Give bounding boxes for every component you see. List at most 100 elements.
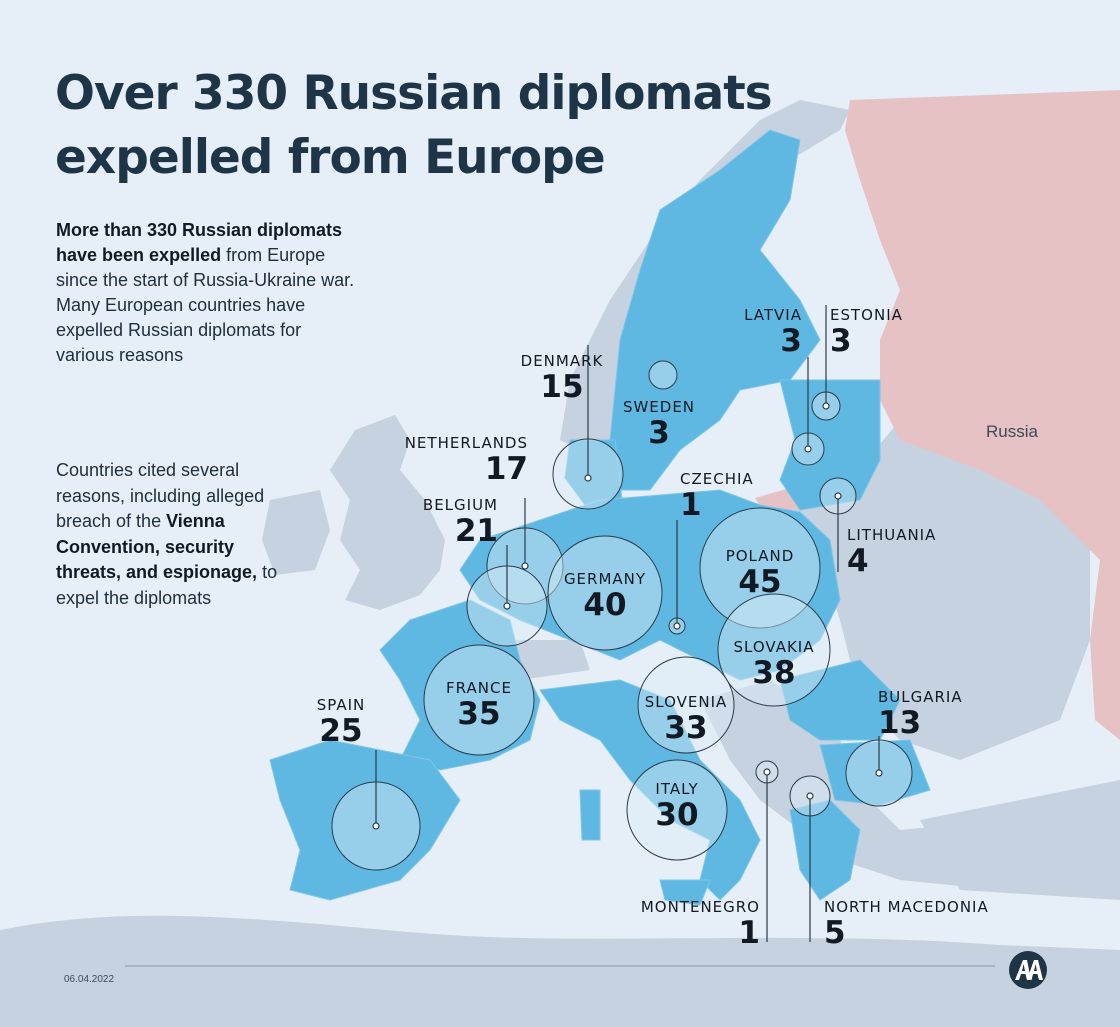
country-name: MONTENEGRO <box>640 898 760 916</box>
italy-land <box>539 679 761 901</box>
sardinia-land <box>579 789 601 841</box>
bulgaria-marker-dot <box>875 769 883 777</box>
country-count: 21 <box>454 513 498 549</box>
iberia-land <box>269 739 461 901</box>
country-count: 5 <box>824 915 846 951</box>
slovenia-marker-circle <box>637 656 735 754</box>
russia-label: Russia <box>986 422 1038 441</box>
north-macedonia-marker-dot <box>806 792 814 800</box>
country-name: ESTONIA <box>830 306 903 324</box>
country-label-denmark: DENMARK 15 <box>472 352 652 404</box>
country-name: SLOVAKIA <box>733 638 815 656</box>
country-count: 13 <box>878 705 922 741</box>
country-count: 3 <box>830 323 852 359</box>
country-name: LATVIA <box>744 306 802 324</box>
sweden-marker-circle <box>648 360 678 390</box>
country-name: SPAIN <box>316 696 366 714</box>
country-count: 1 <box>680 487 702 523</box>
denmark-marker-dot <box>584 474 592 482</box>
country-label-poland: POLAND 45 <box>700 547 820 599</box>
czechia-marker-dot <box>673 622 681 630</box>
switzerland-land <box>510 640 590 680</box>
country-label-lithuania: LITHUANIA 4 <box>847 526 957 578</box>
country-name: FRANCE <box>446 679 512 697</box>
poland-marker-circle <box>699 507 821 629</box>
country-label-belgium: BELGIUM 21 <box>398 496 498 548</box>
country-label-bulgaria: BULGARIA 13 <box>878 688 998 740</box>
country-name: GERMANY <box>563 570 647 588</box>
country-name: LITHUANIA <box>847 526 937 544</box>
country-name: SLOVENIA <box>644 693 728 711</box>
intro-text: from Europe since the start of Russia-Uk… <box>56 245 355 365</box>
country-count: 45 <box>738 564 782 600</box>
france-marker-circle <box>423 644 535 756</box>
turkey-land <box>920 780 1120 900</box>
country-label-north-macedonia: NORTH MACEDONIA 5 <box>824 898 1024 950</box>
country-name: ITALY <box>655 780 699 798</box>
reasons-bold-text: Vienna Convention, security threats, and… <box>56 511 258 582</box>
italy-marker-circle <box>626 759 728 861</box>
country-label-germany: GERMANY 40 <box>545 570 665 622</box>
reasons-text-after: to expel the diplomats <box>56 562 278 608</box>
page-title: Over 330 Russian diplomats expelled from… <box>55 62 955 190</box>
title-line-1: Over 330 Russian diplomats <box>55 66 773 121</box>
country-count: 38 <box>752 655 796 691</box>
latvia-marker-dot <box>804 445 812 453</box>
country-count: 25 <box>319 713 363 749</box>
country-count: 17 <box>484 451 528 487</box>
montenegro-marker-dot <box>763 768 771 776</box>
intro-bold-text: More than 330 Russian diplomats have bee… <box>56 220 343 265</box>
country-name: DENMARK <box>520 352 604 370</box>
country-label-latvia: LATVIA 3 <box>728 306 802 358</box>
country-count: 40 <box>583 587 627 623</box>
country-name: NETHERLANDS <box>404 434 528 452</box>
country-name: SWEDEN <box>622 398 696 416</box>
country-count: 30 <box>655 797 699 833</box>
country-count: 3 <box>780 323 802 359</box>
country-name: POLAND <box>725 547 795 565</box>
russia-land <box>845 90 1120 740</box>
country-name: NORTH MACEDONIA <box>824 898 989 916</box>
ireland-land <box>262 490 330 575</box>
slovakia-marker-circle <box>717 593 831 707</box>
country-count: 1 <box>738 915 760 951</box>
reasons-text-before: Countries cited several reasons, includi… <box>56 460 265 531</box>
country-label-france: FRANCE 35 <box>419 679 539 731</box>
uk-land <box>330 415 445 610</box>
east-europe-land <box>760 420 1090 760</box>
lithuania-marker-dot <box>834 492 842 500</box>
netherlands-marker-dot <box>521 562 529 570</box>
country-count: 15 <box>540 369 584 405</box>
country-label-spain: SPAIN 25 <box>296 696 386 748</box>
country-label-estonia: ESTONIA 3 <box>830 306 930 358</box>
sweden-finland-land <box>609 129 821 491</box>
intro-paragraph: More than 330 Russian diplomats have bee… <box>56 218 356 368</box>
country-count: 33 <box>664 710 708 746</box>
country-label-italy: ITALY 30 <box>627 780 727 832</box>
spain-marker-dot <box>372 822 380 830</box>
france-land <box>379 599 541 771</box>
country-label-slovakia: SLOVAKIA 38 <box>714 638 834 690</box>
country-count: 35 <box>457 696 501 732</box>
country-label-slovenia: SLOVENIA 33 <box>626 693 746 745</box>
country-name: BULGARIA <box>878 688 963 706</box>
reasons-paragraph: Countries cited several reasons, includi… <box>56 458 286 611</box>
country-count: 4 <box>847 543 869 579</box>
country-name: CZECHIA <box>680 470 754 488</box>
germany-marker-circle <box>547 535 663 651</box>
title-line-2: expelled from Europe <box>55 130 606 185</box>
country-count: 3 <box>648 415 670 451</box>
publish-date: 06.04.2022 <box>64 974 115 985</box>
bulgaria-land <box>819 739 931 806</box>
country-label-netherlands: NETHERLANDS 17 <box>368 434 528 486</box>
north-africa-land <box>0 915 1120 1027</box>
country-name: BELGIUM <box>422 496 498 514</box>
sicily-land <box>659 879 711 906</box>
country-label-montenegro: MONTENEGRO 1 <box>600 898 760 950</box>
estonia-marker-dot <box>822 402 830 410</box>
country-label-czechia: CZECHIA 1 <box>680 470 790 522</box>
belgium-marker-dot <box>503 602 511 610</box>
aa-agency-logo-icon <box>1009 951 1047 989</box>
